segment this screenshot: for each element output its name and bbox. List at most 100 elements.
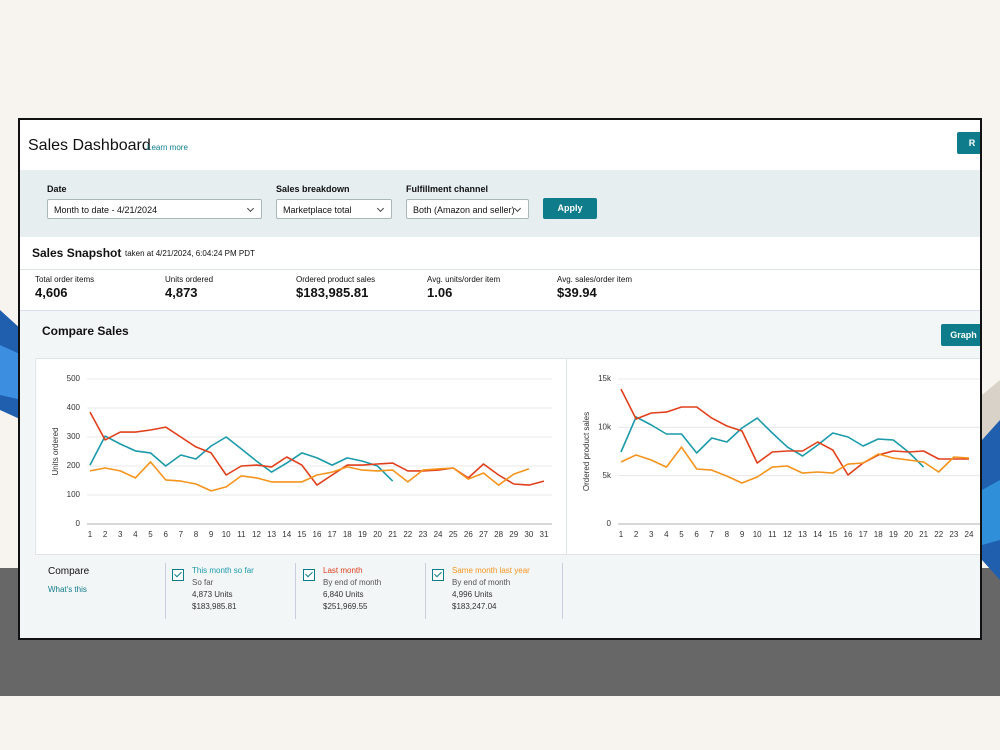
compare-title: Compare Sales (42, 324, 129, 338)
metric-label: Avg. units/order item (427, 275, 501, 284)
x-tick-label: 19 (358, 530, 367, 539)
x-tick-label: 4 (133, 530, 138, 539)
x-tick-label: 9 (209, 530, 214, 539)
y-tick-label: 500 (67, 374, 81, 383)
data-line (89, 411, 545, 486)
apply-button[interactable]: Apply (543, 198, 597, 219)
x-tick-label: 27 (479, 530, 488, 539)
x-tick-label: 2 (634, 530, 639, 539)
compare-checkbox[interactable] (303, 569, 315, 581)
x-tick-label: 23 (949, 530, 958, 539)
chart-panel (35, 358, 567, 555)
chart-panel (566, 358, 980, 555)
metric-label: Avg. sales/order item (557, 275, 632, 284)
x-tick-label: 31 (540, 530, 549, 539)
y-axis-label: Units ordered (51, 427, 60, 475)
metric-label: Ordered product sales (296, 275, 376, 284)
metric-label: Total order items (35, 275, 95, 284)
legend-name: Last month (323, 566, 363, 575)
x-tick-label: 1 (619, 530, 624, 539)
x-tick-label: 26 (464, 530, 473, 539)
x-tick-label: 10 (222, 530, 231, 539)
x-tick-label: 7 (179, 530, 184, 539)
divider (165, 563, 166, 619)
divider (20, 269, 980, 270)
x-tick-label: 13 (798, 530, 807, 539)
legend-subtitle: So far (192, 578, 214, 587)
compare-checkbox[interactable] (172, 569, 184, 581)
x-tick-label: 12 (783, 530, 792, 539)
legend-sales: $183,985.81 (192, 602, 237, 611)
x-tick-label: 12 (252, 530, 261, 539)
x-tick-label: 22 (403, 530, 412, 539)
x-tick-label: 28 (494, 530, 503, 539)
metric-value: $183,985.81 (296, 285, 369, 300)
y-tick-label: 100 (67, 490, 81, 499)
x-tick-label: 21 (388, 530, 397, 539)
legend-name: This month so far (192, 566, 254, 575)
y-tick-label: 300 (67, 432, 81, 441)
divider (295, 563, 296, 619)
x-tick-label: 8 (725, 530, 730, 539)
x-tick-label: 18 (343, 530, 352, 539)
metric-value: 4,606 (35, 285, 68, 300)
x-tick-label: 23 (418, 530, 427, 539)
snapshot-time: taken at 4/21/2024, 6:04:24 PM PDT (125, 249, 255, 258)
x-tick-label: 20 (904, 530, 913, 539)
x-tick-label: 19 (889, 530, 898, 539)
x-tick-label: 11 (768, 530, 777, 539)
x-tick-label: 4 (664, 530, 669, 539)
x-tick-label: 5 (148, 530, 153, 539)
compare-label: Compare (48, 566, 90, 577)
metric-value: $39.94 (557, 285, 597, 300)
legend-units: 4,873 Units (192, 590, 233, 599)
whats-this-link[interactable]: What's this (48, 585, 87, 594)
divider (562, 563, 563, 619)
y-tick-label: 0 (76, 519, 81, 528)
x-tick-label: 6 (694, 530, 699, 539)
x-tick-label: 22 (934, 530, 943, 539)
y-tick-label: 0 (607, 519, 612, 528)
legend-name: Same month last year (452, 566, 530, 575)
legend-units: 6,840 Units (323, 590, 364, 599)
x-tick-label: 5 (679, 530, 684, 539)
graph-button[interactable]: Graph (941, 324, 980, 346)
decor-shape (0, 345, 22, 400)
metric-value: 4,873 (165, 285, 198, 300)
y-tick-label: 200 (67, 461, 81, 470)
filter-select[interactable]: Month to date - 4/21/2024 (47, 199, 262, 219)
compare-checkbox[interactable] (432, 569, 444, 581)
x-tick-label: 13 (267, 530, 276, 539)
filter-select[interactable]: Both (Amazon and seller) (406, 199, 529, 219)
filter-label: Fulfillment channel (406, 184, 489, 194)
x-tick-label: 11 (237, 530, 246, 539)
report-button[interactable]: R (957, 132, 980, 154)
x-tick-label: 3 (649, 530, 654, 539)
legend-subtitle: By end of month (323, 578, 382, 587)
data-line (89, 461, 530, 492)
filter-label: Date (47, 184, 67, 194)
legend-subtitle: By end of month (452, 578, 511, 587)
x-tick-label: 17 (328, 530, 337, 539)
x-tick-label: 18 (874, 530, 883, 539)
page-title: Sales Dashboard (28, 137, 151, 154)
y-tick-label: 400 (67, 403, 81, 412)
decor-shape (982, 480, 1000, 545)
y-tick-label: 5k (603, 471, 612, 480)
filter-label: Sales breakdown (276, 184, 350, 194)
x-tick-label: 8 (194, 530, 199, 539)
x-tick-label: 9 (740, 530, 745, 539)
metric-value: 1.06 (427, 285, 453, 300)
x-tick-label: 14 (282, 530, 291, 539)
x-tick-label: 14 (813, 530, 822, 539)
x-tick-label: 1 (88, 530, 93, 539)
x-tick-label: 10 (753, 530, 762, 539)
filter-select[interactable]: Marketplace total (276, 199, 392, 219)
x-tick-label: 20 (373, 530, 382, 539)
y-tick-label: 15k (598, 374, 612, 383)
legend-sales: $251,969.55 (323, 602, 368, 611)
learn-more-link[interactable]: Learn more (147, 143, 188, 152)
x-tick-label: 30 (524, 530, 533, 539)
divider (425, 563, 426, 619)
